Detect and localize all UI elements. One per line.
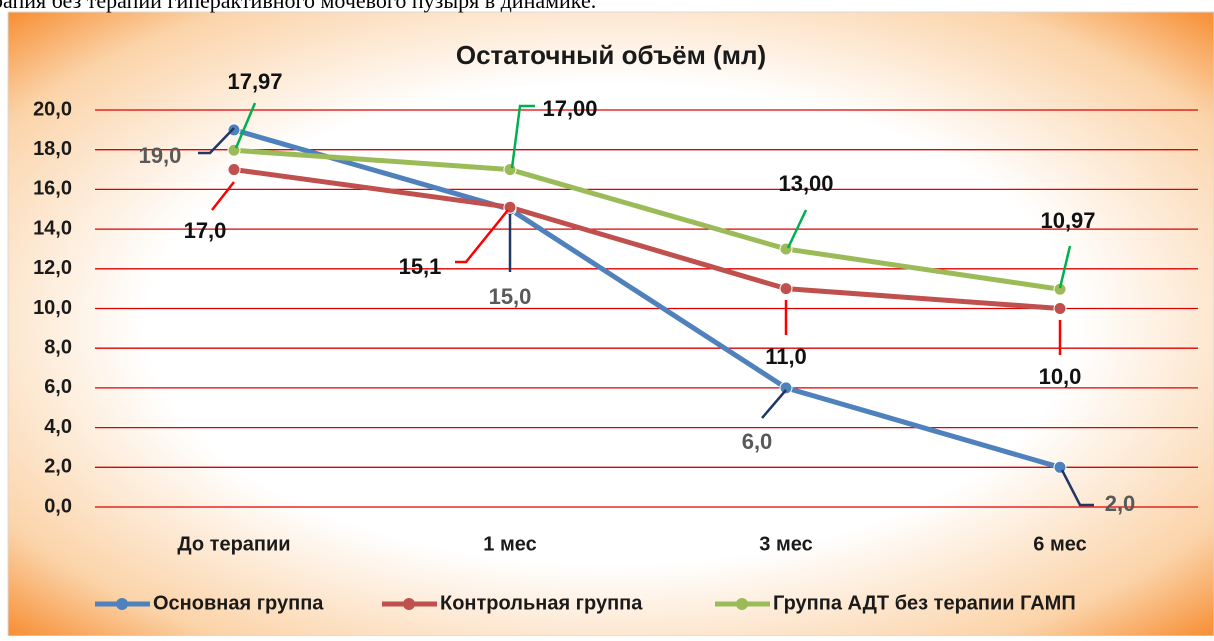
y-tick-label: 10,0 xyxy=(33,297,72,319)
data-label: 13,00 xyxy=(778,171,833,196)
point xyxy=(1053,460,1067,474)
y-tick-label: 6,0 xyxy=(44,376,72,398)
point xyxy=(779,381,793,395)
leader-line xyxy=(198,127,235,155)
series-line xyxy=(233,147,1061,292)
leader-line xyxy=(510,104,535,169)
data-label: 19,0 xyxy=(139,143,182,168)
series-line xyxy=(233,127,1061,470)
y-tick-label: 16,0 xyxy=(33,178,72,200)
point xyxy=(227,163,241,177)
x-tick-label: До терапии xyxy=(177,533,290,555)
data-label: 15,1 xyxy=(399,254,442,279)
x-tick-label: 3 мес xyxy=(759,533,812,555)
x-tick-label: 6 мес xyxy=(1033,533,1086,555)
point xyxy=(503,163,517,177)
data-label: 17,00 xyxy=(542,96,597,121)
y-tick-label: 8,0 xyxy=(44,336,72,358)
data-label: 10,0 xyxy=(1039,364,1082,389)
legend-marker xyxy=(116,598,128,610)
data-label: 17,0 xyxy=(184,218,227,243)
leader-line xyxy=(1060,469,1094,507)
y-tick-label: 14,0 xyxy=(33,217,72,239)
leader-line xyxy=(1058,245,1072,289)
leader-line xyxy=(234,102,257,149)
data-label: 15,0 xyxy=(489,284,532,309)
leader-line xyxy=(761,389,787,419)
y-tick-label: 2,0 xyxy=(44,456,72,478)
y-tick-label: 12,0 xyxy=(33,257,72,279)
legend-label: Основная группа xyxy=(153,592,324,614)
chart-background xyxy=(7,11,1214,637)
legend-label: Контрольная группа xyxy=(440,592,643,614)
y-tick-label: 20,0 xyxy=(33,98,72,120)
leader-line xyxy=(211,181,235,211)
data-label: 17,97 xyxy=(227,69,282,94)
data-label: 10,97 xyxy=(1040,208,1095,233)
caption: рапия без терапии гиперактивного мочевог… xyxy=(0,0,596,13)
leader-line xyxy=(786,209,808,249)
data-label: 2,0 xyxy=(1105,491,1136,516)
legend-marker xyxy=(403,598,415,610)
chart-title: Остаточный объём (мл) xyxy=(456,40,766,70)
y-tick-label: 0,0 xyxy=(44,495,72,517)
point xyxy=(227,143,241,157)
legend-label: Группа АДТ без терапии ГАМП xyxy=(773,592,1076,614)
legend-marker xyxy=(736,598,748,610)
leader-line xyxy=(455,209,509,264)
point xyxy=(1053,302,1067,315)
data-label: 6,0 xyxy=(742,429,773,454)
series-line xyxy=(233,167,1061,311)
x-tick-label: 1 мес xyxy=(483,533,536,555)
y-tick-label: 4,0 xyxy=(44,416,72,438)
y-tick-label: 18,0 xyxy=(33,138,72,160)
data-label: 11,0 xyxy=(765,344,807,369)
point xyxy=(779,282,793,296)
